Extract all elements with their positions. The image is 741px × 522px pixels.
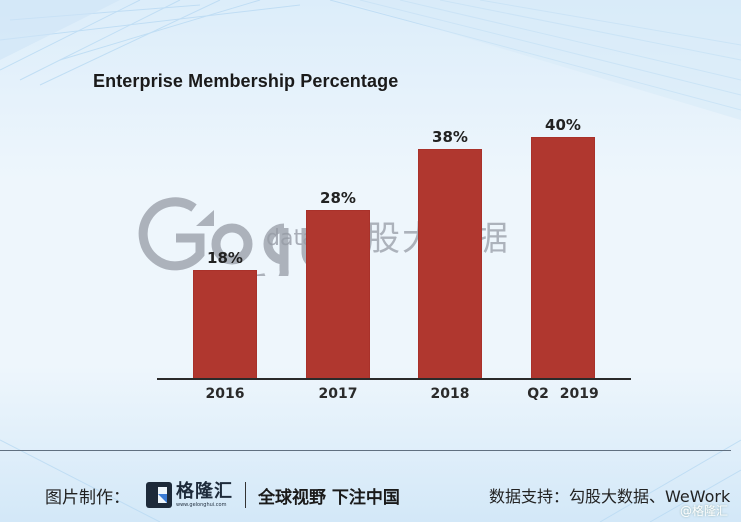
gelonghui-logo-icon (146, 482, 172, 508)
bar-value-label: 38% (432, 128, 468, 146)
credit-watermark: @格隆汇 (680, 504, 729, 518)
bar-2017 (306, 210, 370, 379)
bar-value-label: 40% (545, 116, 581, 134)
footer-divider (0, 450, 731, 451)
logo-brand-text: 格隆汇 (176, 481, 233, 502)
footer-separator (245, 482, 246, 508)
x-axis-line (157, 378, 631, 380)
bar-value-label: 28% (320, 189, 356, 207)
footer-maker: 图片制作： 格隆汇 www.gelonghui.com 全球视野 下注中国 (45, 482, 400, 508)
bar-q2-2019 (531, 137, 595, 379)
bar-2018 (418, 149, 482, 379)
chart-title: Enterprise Membership Percentage (93, 71, 399, 91)
x-tick-label: 2018 (430, 386, 470, 402)
x-tick-label: Q2 2019 (527, 386, 599, 402)
x-tick-label: 2017 (318, 386, 358, 402)
bar-value-label: 18% (207, 249, 243, 267)
x-tick-label: 2016 (205, 386, 245, 402)
data-source: 数据支持：勾股大数据、WeWork (489, 487, 731, 506)
footer-prefix: 图片制作： (45, 487, 130, 508)
logo-url: www.gelonghui.com (176, 502, 227, 508)
footer-slogan: 全球视野 下注中国 (258, 487, 400, 508)
bar-2016 (193, 270, 257, 379)
